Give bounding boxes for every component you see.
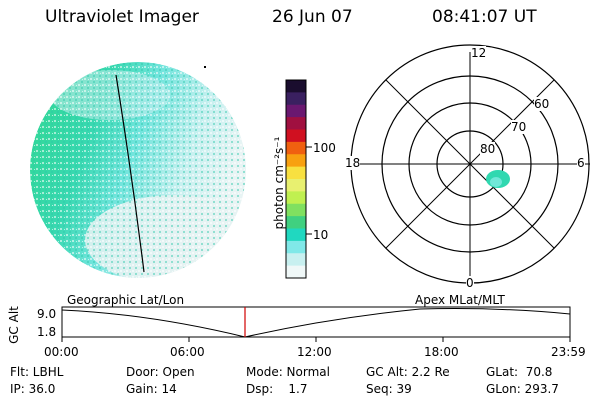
status-gc-alt: GC Alt: 2.2 Re [366,365,450,379]
mlt-label-18: 18 [345,156,361,170]
status-filter: Flt: LBHL [10,365,64,379]
colorbar-cell [286,92,306,106]
colorbar-cell [286,117,306,130]
x-tick-1200: 12:00 [297,345,332,359]
mlt-label-12: 12 [471,46,487,60]
mlt-label-0: 0 [466,276,474,290]
colorbar-tick-100: 100 [313,141,336,155]
x-tick-0000: 00:00 [44,345,79,359]
timeline-y-tick-min: 1.8 [37,325,57,339]
status-glon: GLon: 293.7 [486,382,559,396]
instrument-title: Ultraviolet Imager [45,7,199,27]
altitude-curve [61,308,571,338]
colorbar-cell [286,80,306,93]
status-seq: Seq: 39 [366,382,412,396]
x-tick-0600: 06:00 [170,345,205,359]
status-ip: IP: 36.0 [10,382,56,396]
status-mode: Mode: Normal [246,365,330,379]
colorbar-cell [286,104,306,118]
mlat-label-80: 80 [480,142,496,156]
mlat-label-60: 60 [534,97,550,111]
colorbar-cell [286,240,306,254]
timeline-y-tick-max: 9.0 [37,307,57,321]
status-door: Door: Open [126,365,195,379]
x-tick-1800: 18:00 [424,345,459,359]
colorbar-cell [286,166,306,180]
colorbar-cell [286,228,306,242]
colorbar-cell [286,265,306,279]
date-label: 26 Jun 07 [272,7,353,27]
status-dsp: Dsp: 1.7 [246,382,308,396]
timeline-right-label: Apex MLat/MLT [415,293,505,307]
colorbar-cell [286,141,306,155]
colorbar-cell [286,253,306,267]
timeline-left-label: Geographic Lat/Lon [67,293,185,307]
colorbar-cell [286,216,306,229]
status-gain: Gain: 14 [126,382,177,396]
time-label: 08:41:07 UT [432,7,537,27]
colorbar-cell [286,203,306,217]
colorbar-cell [286,191,306,205]
mlt-label-6: 6 [577,156,585,170]
x-tick-2359: 23:59 [551,345,586,359]
terminator-line [115,74,145,273]
colorbar-cell [286,154,306,168]
colorbar-tick-10: 10 [313,228,329,242]
status-glat: GLat: 70.8 [486,365,553,379]
colorbar-cell [286,179,306,192]
mlat-label-70: 70 [511,120,527,134]
colorbar-cell [286,129,306,143]
